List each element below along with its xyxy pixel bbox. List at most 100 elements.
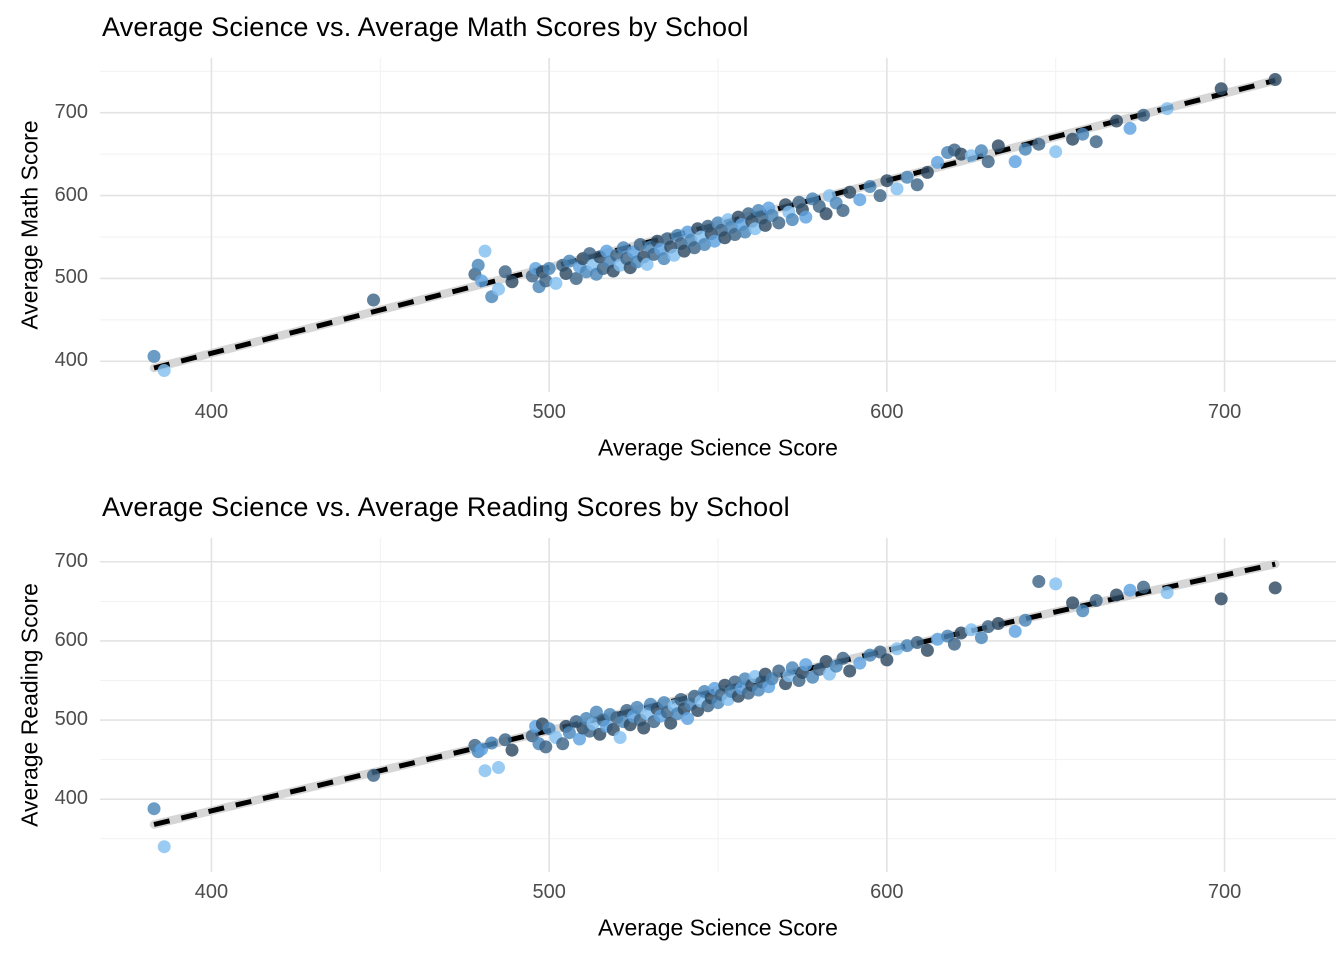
- school-point: [772, 664, 786, 678]
- school-point: [505, 743, 519, 757]
- school-point: [772, 216, 786, 230]
- school-point: [1268, 581, 1282, 595]
- school-point: [667, 248, 681, 262]
- school-point: [569, 272, 583, 285]
- school-point: [991, 139, 1005, 153]
- school-point: [890, 182, 904, 196]
- y-tick-label: 500: [54, 708, 88, 731]
- school-point: [1214, 592, 1228, 606]
- school-point: [785, 213, 799, 227]
- y-tick-label: 400: [54, 787, 88, 810]
- school-point: [836, 651, 850, 665]
- school-point: [1137, 580, 1150, 594]
- school-point: [880, 653, 894, 667]
- school-point: [147, 802, 161, 816]
- school-point: [964, 623, 978, 637]
- math-scatter-section: Average Science vs. Average Math Scores …: [16, 12, 1336, 461]
- school-point: [863, 180, 877, 193]
- school-point: [1018, 142, 1032, 156]
- school-point: [991, 617, 1005, 630]
- school-point: [539, 274, 553, 288]
- school-point: [799, 210, 813, 224]
- school-point: [549, 276, 563, 290]
- school-point: [556, 737, 570, 751]
- school-point: [1018, 613, 1032, 627]
- school-point: [974, 631, 988, 645]
- school-point: [1066, 596, 1080, 610]
- school-point: [799, 658, 813, 672]
- school-point: [664, 716, 678, 730]
- school-point: [863, 648, 877, 662]
- school-point: [475, 742, 489, 756]
- school-point: [1089, 135, 1103, 149]
- school-point: [559, 267, 573, 280]
- school-point: [367, 293, 380, 307]
- school-point: [630, 700, 644, 714]
- school-point: [498, 265, 512, 279]
- school-point: [718, 231, 732, 245]
- school-point: [1110, 114, 1123, 128]
- school-point: [728, 228, 742, 241]
- school-point: [931, 632, 944, 646]
- school-point: [600, 244, 614, 258]
- math-chart-canvas: [100, 58, 1336, 392]
- x-tick-label: 600: [870, 881, 904, 903]
- school-point: [1160, 586, 1174, 600]
- school-point: [981, 155, 995, 169]
- school-point: [748, 222, 762, 236]
- school-point: [819, 207, 833, 221]
- school-point: [657, 252, 671, 266]
- school-point: [1032, 137, 1046, 151]
- school-point: [910, 636, 924, 649]
- school-point: [1066, 132, 1080, 146]
- school-point: [900, 639, 914, 653]
- school-point: [981, 620, 995, 634]
- school-point: [1268, 73, 1282, 86]
- school-point: [1160, 102, 1174, 116]
- school-point: [677, 244, 691, 258]
- x-tick-label: 600: [870, 401, 904, 423]
- y-tick-label: 500: [54, 266, 88, 289]
- school-point: [920, 643, 934, 657]
- school-point: [485, 736, 499, 750]
- school-point: [498, 733, 512, 747]
- x-tick-label: 700: [1207, 881, 1242, 903]
- school-point: [853, 193, 867, 207]
- reading-x-axis-title: Average Science Score: [598, 914, 838, 941]
- reading-scatter-section: Average Science vs. Average Reading Scor…: [0, 480, 1344, 960]
- school-point: [738, 225, 752, 239]
- y-tick-label: 600: [54, 183, 88, 206]
- school-point: [542, 262, 556, 275]
- school-point: [931, 155, 944, 169]
- x-tick-label: 400: [194, 881, 229, 903]
- school-point: [1123, 121, 1137, 135]
- school-point: [492, 282, 505, 296]
- school-point: [492, 761, 505, 774]
- school-point: [836, 204, 850, 217]
- school-point: [1076, 604, 1090, 618]
- school-point: [637, 721, 651, 735]
- school-point: [873, 189, 887, 203]
- school-point: [471, 258, 485, 272]
- school-point: [1008, 624, 1022, 638]
- school-point: [880, 174, 894, 188]
- math-chart-title: Average Science vs. Average Math Scores …: [102, 12, 749, 42]
- y-tick-label: 700: [54, 549, 88, 572]
- reading-chart-canvas: [100, 538, 1336, 872]
- school-point: [785, 661, 799, 675]
- school-point: [147, 349, 161, 363]
- school-point: [478, 244, 492, 258]
- school-point: [1137, 108, 1150, 122]
- school-point: [475, 274, 489, 288]
- school-point: [758, 218, 772, 232]
- school-point: [478, 764, 492, 778]
- school-point: [900, 170, 914, 184]
- school-point: [157, 364, 171, 377]
- y-tick-label: 700: [54, 100, 88, 123]
- school-point: [1110, 588, 1123, 602]
- school-point: [681, 712, 695, 725]
- x-tick-label: 700: [1207, 401, 1242, 423]
- school-point: [910, 178, 924, 192]
- school-point: [157, 840, 171, 854]
- math-y-axis-title: Average Math Score: [16, 120, 43, 330]
